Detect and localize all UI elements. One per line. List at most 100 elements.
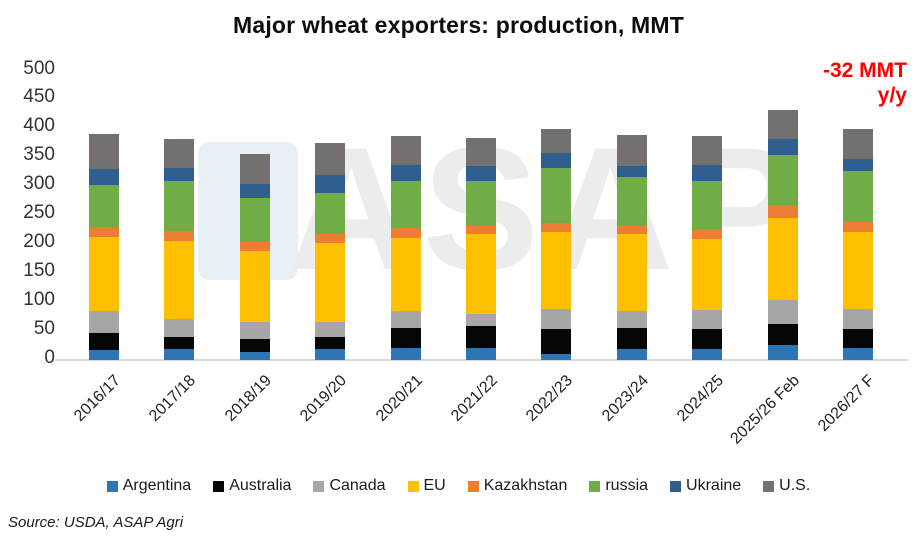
plot-area: ASAP 0501001502002503003504004505002016/… xyxy=(23,58,908,448)
bar-segment-russia xyxy=(239,197,270,242)
bar-segment-canada xyxy=(239,321,270,339)
bar-segment-ukraine xyxy=(843,159,873,172)
bar-segment-argentina xyxy=(164,348,195,360)
bar-segment-australia xyxy=(843,329,873,349)
bar-segment-russia xyxy=(692,180,723,229)
bar-segment-us xyxy=(239,153,270,184)
bar-segment-argentina xyxy=(390,347,421,360)
bar-segment-australia xyxy=(767,323,798,345)
bar-segment-argentina xyxy=(466,348,496,360)
bar-segment-kazakhstan xyxy=(616,225,647,234)
bar-segment-canada xyxy=(466,313,496,326)
bar-segment-ukraine xyxy=(616,166,647,178)
bar-segment-eu xyxy=(89,237,119,312)
legend-label: Australia xyxy=(229,477,292,494)
bar-segment-kazakhstan xyxy=(843,221,873,233)
bar-segment-canada xyxy=(692,310,723,329)
bar-segment-ukraine xyxy=(767,138,798,156)
bar-segment-canada xyxy=(164,318,195,338)
bar-segment-australia xyxy=(390,328,421,348)
bar-segment-eu xyxy=(466,234,496,314)
bar-segment-australia xyxy=(541,329,572,355)
bar-segment-kazakhstan xyxy=(315,233,346,244)
bar-segment-canada xyxy=(843,309,873,330)
bar-segment-russia xyxy=(843,171,873,222)
bar-segment-eu xyxy=(767,217,798,301)
bar-segment-argentina xyxy=(315,348,346,360)
bar-segment-argentina xyxy=(89,349,119,360)
bar-segment-kazakhstan xyxy=(466,225,496,235)
bar-segment-eu xyxy=(616,233,647,312)
bar-segment-argentina xyxy=(541,354,572,360)
bar-segment-russia xyxy=(767,155,798,206)
legend: Argentina Australia Canada EU Kazakhstan russ… xyxy=(0,477,917,495)
bar-segment-australia xyxy=(89,333,119,350)
legend-swatch xyxy=(407,480,419,492)
legend-label: EU xyxy=(423,477,446,494)
legend-label: U.S. xyxy=(779,477,811,494)
legend-label: russia xyxy=(605,477,649,494)
y-axis-label: 200 xyxy=(23,231,55,253)
legend-item-us: U.S. xyxy=(763,477,810,495)
y-axis-label: 400 xyxy=(23,115,55,137)
bar-segment-russia xyxy=(466,181,496,226)
bar-segment-australia xyxy=(616,328,647,349)
y-axis-label: 250 xyxy=(23,202,55,224)
bar-segment-kazakhstan xyxy=(164,231,195,242)
legend-swatch xyxy=(670,480,682,492)
bar-segment-russia xyxy=(164,180,195,232)
legend-swatch xyxy=(106,480,118,492)
bar-segment-ukraine xyxy=(466,166,496,182)
bar-segment-ukraine xyxy=(89,168,119,185)
y-axis-label: 150 xyxy=(23,260,55,282)
legend-item-ukraine: Ukraine xyxy=(670,477,741,495)
bar-segment-argentina xyxy=(239,352,270,360)
legend-item-canada: Canada xyxy=(313,477,386,495)
legend-swatch xyxy=(589,480,601,492)
bar-segment-us xyxy=(541,128,572,154)
bar-segment-us xyxy=(89,134,119,169)
bar-segment-canada xyxy=(767,300,798,324)
yoy-annotation-value: -32 MMT xyxy=(823,59,907,82)
bar-segment-canada xyxy=(315,322,346,338)
legend-item-australia: Australia xyxy=(213,477,291,495)
legend-item-russia: russia xyxy=(589,477,648,495)
bar-segment-us xyxy=(164,138,195,169)
bar-segment-argentina xyxy=(692,348,723,360)
bar-segment-us xyxy=(390,135,421,165)
bar-segment-kazakhstan xyxy=(89,227,119,238)
y-axis-label: 0 xyxy=(44,347,55,368)
bar-segment-us xyxy=(466,137,496,167)
bar-segment-australia xyxy=(692,328,723,349)
bar-segment-russia xyxy=(541,168,572,224)
bar-segment-ukraine xyxy=(164,168,195,181)
bar-segment-russia xyxy=(616,177,647,226)
bar-segment-kazakhstan xyxy=(239,241,270,251)
bar-segment-argentina xyxy=(843,348,873,360)
legend-item-eu: EU xyxy=(407,477,446,495)
bar-segment-argentina xyxy=(767,344,798,360)
bar-segment-australia xyxy=(466,325,496,349)
yoy-annotation-unit: y/y xyxy=(877,84,907,108)
source-note: Source: USDA, ASAP Agri xyxy=(8,514,184,531)
bar-segment-canada xyxy=(89,311,119,334)
chart-title: Major wheat exporters: production, MMT xyxy=(232,12,684,38)
y-axis-label: 300 xyxy=(23,173,55,195)
bar-segment-us xyxy=(843,128,873,160)
y-axis-label: 100 xyxy=(23,289,55,311)
bar-segment-us xyxy=(767,110,798,139)
bar-segment-eu xyxy=(164,241,195,319)
legend-swatch xyxy=(467,480,479,492)
bar-segment-ukraine xyxy=(315,175,346,193)
bar-segment-eu xyxy=(390,237,421,312)
bar-segment-kazakhstan xyxy=(390,227,421,238)
legend-label: Argentina xyxy=(122,477,192,494)
bar-segment-us xyxy=(692,135,723,166)
bar-segment-kazakhstan xyxy=(767,205,798,218)
bar-segment-ukraine xyxy=(541,153,572,169)
bar-segment-ukraine xyxy=(390,164,421,181)
y-axis-label: 50 xyxy=(33,318,55,340)
bar-segment-canada xyxy=(616,311,647,329)
bar-segment-australia xyxy=(239,338,270,353)
x-axis-line xyxy=(55,359,908,361)
